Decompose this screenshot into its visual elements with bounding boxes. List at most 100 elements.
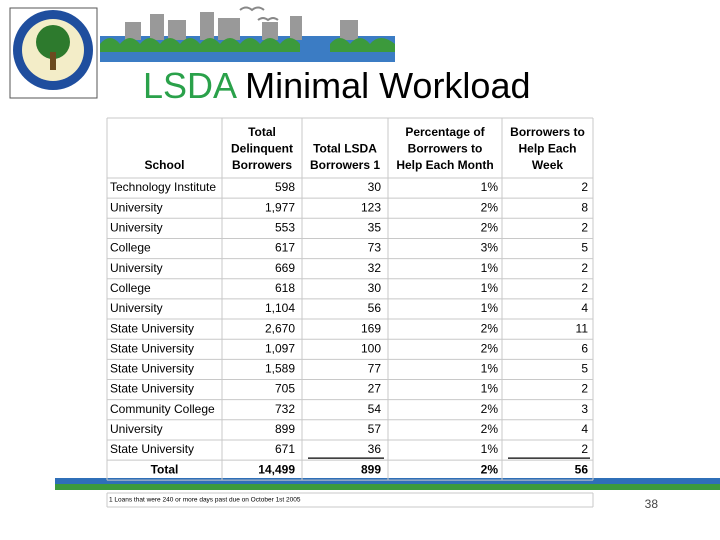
seal-tree	[36, 25, 70, 59]
cell-text: 2%	[481, 221, 499, 235]
cell-text: 598	[275, 180, 295, 194]
row-label: University	[110, 200, 163, 214]
cell-text: 671	[275, 442, 295, 456]
cell-text: 30	[368, 180, 382, 194]
cell-text: 1,097	[265, 341, 295, 355]
band-blue	[55, 478, 720, 484]
building	[150, 14, 164, 40]
row-label: University	[110, 261, 163, 275]
cell-text: 8	[581, 200, 588, 214]
cell-text: 899	[361, 462, 381, 476]
cell-text: 54	[368, 402, 382, 416]
cell-text: 553	[275, 221, 295, 235]
row-label: College	[110, 281, 151, 295]
cell-text: 1%	[481, 301, 499, 315]
cell-text: 169	[361, 321, 381, 335]
cell-text: 56	[575, 462, 589, 476]
building	[262, 22, 278, 40]
seal-trunk	[50, 52, 56, 70]
cell-text: 2%	[481, 341, 499, 355]
cell-text: 2	[581, 261, 588, 275]
cell-text: 27	[368, 382, 382, 396]
building	[168, 20, 186, 40]
cell-text: 2	[581, 180, 588, 194]
seal-logo	[9, 7, 98, 99]
cell-text: 2%	[481, 200, 499, 214]
cell-text: 1%	[481, 281, 499, 295]
cell-text: 618	[275, 281, 295, 295]
column-header: Borrowers to Help Each Week	[510, 125, 585, 172]
column-header: School	[144, 158, 184, 172]
row-label: State University	[110, 362, 194, 376]
cell-text: 705	[275, 382, 295, 396]
building	[340, 20, 358, 40]
cell-text: 2%	[481, 462, 499, 476]
row-label: College	[110, 241, 151, 255]
title-accent: LSDA	[143, 65, 237, 106]
cell-text: 2,670	[265, 321, 295, 335]
cell-text: 123	[361, 200, 381, 214]
cell-text: 73	[368, 241, 382, 255]
trees	[100, 38, 300, 52]
cell-text: 3%	[481, 241, 499, 255]
cell-text: 2%	[481, 422, 499, 436]
cell-text: 1%	[481, 261, 499, 275]
building	[218, 18, 240, 40]
cell-text: 11	[576, 321, 589, 335]
cell-text: 732	[275, 402, 295, 416]
cell-text: 4	[581, 422, 588, 436]
cell-text: 1%	[481, 442, 499, 456]
title-rest: Minimal Workload	[245, 65, 530, 106]
building	[290, 16, 302, 40]
band-green	[55, 484, 720, 490]
cell-text: 32	[368, 261, 382, 275]
cell-text: 2%	[481, 402, 499, 416]
birds	[239, 6, 279, 22]
row-label: State University	[110, 382, 194, 396]
row-label: State University	[110, 442, 194, 456]
cell-text: 35	[368, 221, 382, 235]
row-label: State University	[110, 321, 194, 335]
row-label: University	[110, 422, 163, 436]
row-label: Community College	[110, 402, 215, 416]
skyline	[100, 6, 395, 62]
row-label: Total	[151, 462, 179, 476]
cell-text: 4	[581, 301, 588, 315]
row-label: University	[110, 301, 163, 315]
column-header: Percentage of Borrowers to Help Each Month	[396, 125, 493, 172]
cell-text: 669	[275, 261, 295, 275]
cell-text: 899	[275, 422, 295, 436]
trees	[330, 38, 395, 52]
building	[125, 22, 141, 40]
row-label: Technology Institute	[110, 180, 216, 194]
cell-text: 3	[581, 402, 588, 416]
cell-text: 1%	[481, 180, 499, 194]
cell-text: 1,104	[265, 301, 295, 315]
table: School Total Delinquent Borrowers Total LSDA…	[106, 117, 594, 508]
cell-text: 5	[581, 362, 588, 376]
slide-title: LSDA Minimal Workload	[143, 65, 531, 106]
row-label: University	[110, 221, 163, 235]
cell-text: 2	[581, 221, 588, 235]
column-header: Total LSDA Borrowers 1	[310, 142, 380, 173]
cell-text: 1%	[481, 362, 499, 376]
cell-text: 1%	[481, 382, 499, 396]
cell-text: 100	[361, 341, 381, 355]
row-label: State University	[110, 341, 194, 355]
cell-text: 2	[581, 442, 588, 456]
page-number: 38	[645, 497, 659, 511]
cell-text: 1,977	[265, 200, 295, 214]
cell-text: 30	[368, 281, 382, 295]
cell-text: 1,589	[265, 362, 295, 376]
building	[200, 12, 214, 40]
cell-text: 2	[581, 281, 588, 295]
cell-text: 5	[581, 241, 588, 255]
cell-text: 14,499	[258, 462, 295, 476]
cell-text: 56	[368, 301, 382, 315]
cell-text: 6	[581, 341, 588, 355]
cell-text: 77	[368, 362, 382, 376]
footnote: 1 Loans that were 240 or more days past …	[109, 497, 301, 504]
cell-text: 57	[368, 422, 382, 436]
cell-text: 2%	[481, 321, 499, 335]
